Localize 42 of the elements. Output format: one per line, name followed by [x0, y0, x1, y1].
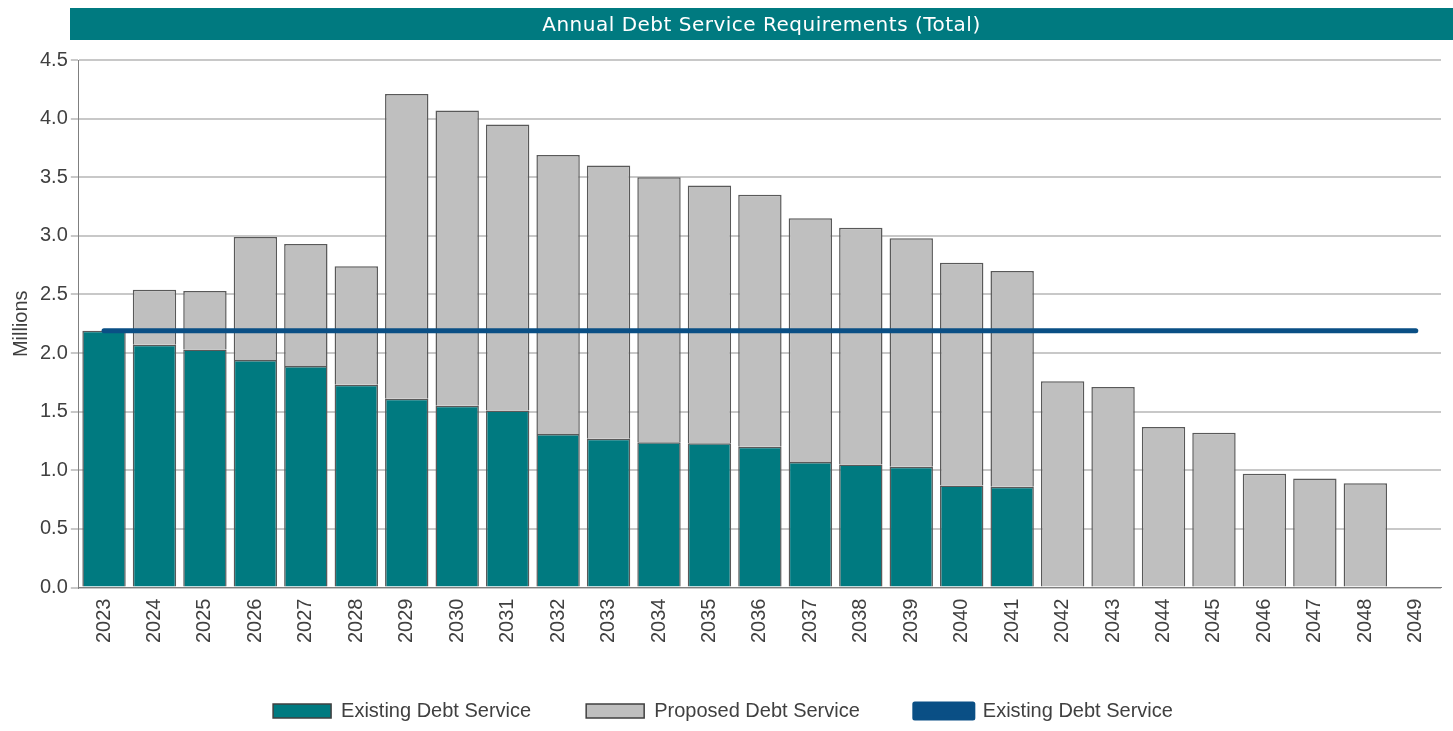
x-tick-label: 2049: [1403, 598, 1426, 644]
y-tick-label: 0.5: [39, 516, 68, 539]
y-tick-label: 4.0: [39, 106, 68, 129]
x-tick-label: 2040: [949, 598, 972, 644]
x-tick-label: 2038: [848, 598, 871, 644]
x-tick-label: 2047: [1302, 598, 1325, 644]
y-tick-label: 3.5: [39, 164, 68, 187]
x-tick-label: 2026: [242, 598, 265, 644]
y-tick-label: 1.0: [39, 457, 68, 480]
legend-label: Existing Debt Service: [341, 698, 532, 721]
y-tick-label: 1.5: [39, 399, 68, 422]
x-tick-label: 2036: [747, 598, 770, 644]
x-tick-label: 2030: [444, 598, 467, 644]
x-tick-label: 2025: [192, 598, 215, 644]
x-tick-label: 2039: [898, 598, 921, 644]
x-tick-label: 2023: [91, 598, 114, 644]
x-tick-label: 2027: [293, 598, 316, 644]
x-tick-label: 2048: [1352, 598, 1375, 644]
x-tick-label: 2034: [646, 598, 669, 644]
x-tick-label: 2033: [596, 598, 619, 644]
y-axis-title: Millions: [8, 290, 31, 358]
x-tick-label: 2032: [545, 598, 568, 644]
legend-label: Proposed Debt Service: [654, 698, 860, 721]
y-tick-label: 4.5: [39, 47, 68, 70]
x-tick-label: 2031: [495, 598, 518, 644]
x-tick-label: 2042: [1050, 598, 1073, 644]
x-tick-label: 2024: [142, 598, 164, 644]
legend-label: Existing Debt Service: [982, 698, 1173, 721]
x-tick-label: 2041: [999, 598, 1022, 644]
x-tick-label: 2035: [696, 598, 719, 644]
y-tick-label: 0.0: [39, 575, 68, 598]
x-tick-label: 2029: [394, 598, 417, 644]
y-tick-label: 2.0: [39, 340, 68, 363]
y-tick-label: 3.0: [39, 223, 68, 246]
x-tick-label: 2044: [1151, 598, 1174, 644]
x-tick-label: 2028: [343, 598, 366, 644]
x-tick-label: 2043: [1100, 598, 1123, 644]
x-tick-label: 2046: [1251, 598, 1274, 644]
chart-title: Annual Debt Service Requirements (Total): [70, 8, 1453, 40]
y-tick-label: 2.5: [39, 281, 68, 304]
x-tick-label: 2037: [797, 598, 820, 644]
x-tick-label: 2045: [1201, 598, 1224, 644]
